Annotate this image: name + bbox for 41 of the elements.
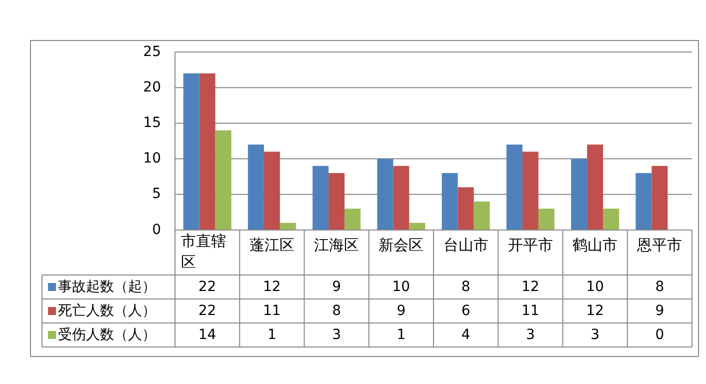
data-label: 3 — [590, 326, 600, 343]
data-label: 10 — [586, 278, 604, 295]
y-tick-label: 25 — [143, 44, 161, 60]
legend-label: 事故起数（起） — [58, 278, 156, 295]
data-label: 1 — [267, 326, 276, 343]
x-tick-label: 开平市 — [508, 236, 553, 254]
data-label: 9 — [396, 302, 406, 319]
x-tick-label: 江海区 — [314, 236, 360, 254]
data-label: 6 — [461, 302, 470, 319]
x-tick-label: 市直辖区 — [181, 232, 226, 272]
data-label: 11 — [522, 302, 540, 319]
data-label: 10 — [392, 278, 410, 295]
data-label: 3 — [526, 326, 535, 343]
legend-label: 死亡人数（人） — [58, 302, 156, 319]
data-label: 12 — [522, 278, 540, 295]
y-tick-label: 5 — [152, 186, 161, 202]
y-tick-label: 20 — [143, 79, 161, 96]
data-label: 0 — [655, 326, 664, 343]
data-label: 12 — [263, 278, 281, 295]
data-label: 22 — [198, 278, 216, 295]
x-tick-label: 台山市 — [443, 236, 488, 254]
x-tick-label: 恩平市 — [636, 236, 682, 254]
data-label: 1 — [396, 326, 406, 343]
data-label: 3 — [332, 326, 342, 343]
data-label: 4 — [461, 326, 470, 343]
data-label: 8 — [655, 278, 664, 295]
data-label: 14 — [198, 326, 216, 343]
x-tick-label: 鹤山市 — [572, 236, 618, 254]
data-label: 8 — [332, 302, 342, 319]
data-label: 12 — [586, 302, 604, 319]
data-label: 22 — [198, 302, 216, 319]
x-tick-label: 蓬江区 — [249, 236, 294, 254]
legend-label: 受伤人数（人） — [58, 326, 156, 343]
y-tick-label: 0 — [152, 222, 161, 238]
y-tick-label: 15 — [143, 115, 161, 132]
data-label: 9 — [655, 302, 664, 319]
x-tick-label: 新会区 — [378, 236, 424, 254]
y-tick-label: 10 — [143, 150, 161, 167]
data-label: 11 — [263, 302, 281, 319]
data-label: 9 — [332, 278, 342, 295]
data-label: 8 — [461, 278, 470, 295]
